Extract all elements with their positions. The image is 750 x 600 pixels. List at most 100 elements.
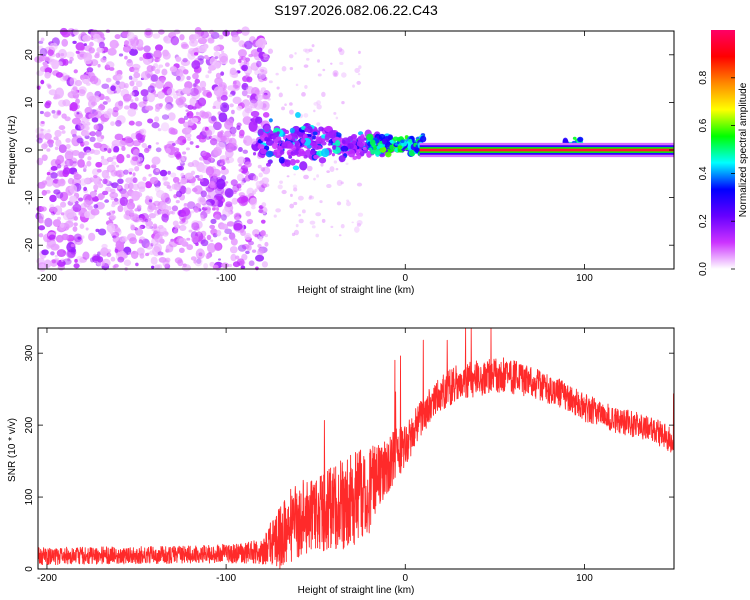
spectrogram-cell bbox=[62, 258, 72, 265]
spectrogram-cell bbox=[235, 216, 241, 221]
spectrogram-cell bbox=[345, 162, 349, 165]
spectrogram-cell bbox=[116, 153, 125, 164]
spectrogram-cell bbox=[167, 112, 176, 121]
snr-x-tick-label: 0 bbox=[402, 573, 408, 584]
spectrogram-cell bbox=[77, 159, 85, 168]
spectrogram-cell bbox=[89, 75, 99, 85]
spectrogram-cell bbox=[162, 176, 169, 181]
spectrogram-cell bbox=[132, 45, 138, 50]
spectrogram-cell bbox=[257, 144, 265, 150]
spectrogram-cell bbox=[235, 255, 240, 260]
snr-y-tick-label: 100 bbox=[24, 488, 35, 505]
colorbar-tick-label: 0.8 bbox=[698, 70, 709, 84]
spectrogram-cell bbox=[69, 184, 78, 194]
spectrogram-cell bbox=[109, 192, 119, 199]
spectrogram-cell bbox=[181, 207, 191, 217]
spectrogram-cell bbox=[255, 39, 264, 48]
spectrogram-cell bbox=[86, 160, 92, 167]
spectrogram-cell bbox=[41, 249, 49, 256]
spectrogram-cell bbox=[55, 72, 63, 78]
spectrogram-cell bbox=[85, 82, 91, 86]
spectrogram-cell bbox=[215, 72, 222, 79]
spectrogram-cell bbox=[61, 258, 65, 262]
spectrogram-cell bbox=[246, 94, 250, 98]
spectrogram-cell bbox=[232, 96, 242, 105]
spectrogram-cell bbox=[240, 56, 247, 61]
spectrogram-cell bbox=[261, 261, 269, 268]
spectrogram-cell bbox=[96, 46, 104, 53]
spectrogram-cell bbox=[200, 214, 204, 219]
spectrogram-cell bbox=[186, 137, 192, 142]
spectrogram-cell bbox=[252, 175, 259, 182]
spectrogram-cell bbox=[317, 73, 322, 77]
spectrogram-cell bbox=[213, 86, 224, 97]
spectrogram-cell bbox=[114, 101, 124, 110]
spectrogram-cell bbox=[190, 256, 197, 261]
spectrogram-cell bbox=[200, 178, 204, 183]
spectrogram-cell bbox=[302, 48, 308, 53]
spectrogram-cell bbox=[135, 80, 143, 88]
spectrogram-cell bbox=[256, 47, 263, 53]
spectrogram-cell bbox=[326, 183, 332, 189]
spectrogram-cell bbox=[289, 109, 294, 115]
spectrogram-cell bbox=[209, 29, 215, 35]
spectrogram-cell bbox=[93, 124, 99, 131]
spectrogram-cell bbox=[46, 148, 51, 152]
spectrogram-cell bbox=[577, 136, 584, 143]
spectrogram-cell bbox=[154, 209, 160, 216]
spectrogram-cell bbox=[337, 47, 343, 52]
spectrogram-cell bbox=[58, 144, 67, 154]
spectrogram-cell bbox=[191, 235, 199, 244]
spectrogram-cell bbox=[198, 45, 207, 53]
spectrogram-cell bbox=[102, 178, 108, 185]
spectrogram-cell bbox=[121, 137, 126, 141]
spectrogram-cell bbox=[330, 225, 334, 228]
spectrogram-cell bbox=[133, 72, 141, 79]
spectrogram-cell bbox=[261, 183, 268, 189]
snr-ticks: -200 -100 0 100 0 100 200 300 bbox=[24, 328, 674, 584]
spectrogram-cell bbox=[347, 149, 356, 158]
spectrogram-cell bbox=[138, 101, 147, 108]
spectrogram-cell bbox=[315, 233, 320, 238]
spectrogram-cell bbox=[95, 201, 105, 210]
spectrogram-cell bbox=[60, 201, 67, 208]
spectrogram-cell bbox=[155, 147, 162, 153]
spectrogram-cell bbox=[289, 203, 295, 209]
spectrogram-cell bbox=[263, 125, 270, 133]
spectrogram-cell bbox=[71, 150, 80, 156]
spectrogram-cell bbox=[333, 112, 337, 115]
spectrogram-cell bbox=[106, 252, 112, 258]
spectrogram-cell bbox=[313, 154, 319, 160]
spectrogram-cell bbox=[374, 148, 382, 156]
spectrogram-cell bbox=[97, 63, 101, 68]
spectrogram-cell bbox=[53, 136, 59, 141]
spectrogram-cell bbox=[164, 104, 172, 111]
spectrogram-y-tick-label: -20 bbox=[24, 238, 35, 253]
spectrogram-cell bbox=[115, 164, 120, 168]
spectrogram-cell bbox=[267, 48, 274, 54]
spectrogram-cell bbox=[358, 50, 361, 55]
spectrogram-cell bbox=[210, 239, 214, 242]
spectrogram-cell bbox=[191, 222, 200, 231]
spectrogram-y-label: Frequency (Hz) bbox=[7, 116, 18, 185]
spectrogram-cell bbox=[126, 31, 135, 41]
spectrogram-cell bbox=[185, 109, 189, 112]
spectrogram-cell bbox=[105, 77, 112, 83]
spectrogram-cell bbox=[168, 211, 172, 215]
spectrogram-cell bbox=[336, 201, 342, 206]
spectrogram-cell bbox=[216, 195, 221, 201]
spectrogram-cell bbox=[205, 129, 213, 137]
spectrogram-cell bbox=[146, 105, 154, 111]
spectrogram-cell bbox=[220, 214, 227, 221]
spectrogram-cell bbox=[304, 127, 309, 133]
spectrogram-cell bbox=[64, 116, 71, 122]
spectrogram-cell bbox=[248, 53, 254, 58]
spectrogram-cell bbox=[149, 250, 154, 256]
spectrogram-cell bbox=[229, 103, 234, 108]
spectrogram-cell bbox=[252, 151, 257, 156]
spectrogram-cell bbox=[268, 80, 273, 84]
spectrogram-cell bbox=[145, 223, 152, 230]
spectrogram-cell bbox=[179, 220, 184, 225]
spectrogram-cell bbox=[248, 240, 255, 246]
